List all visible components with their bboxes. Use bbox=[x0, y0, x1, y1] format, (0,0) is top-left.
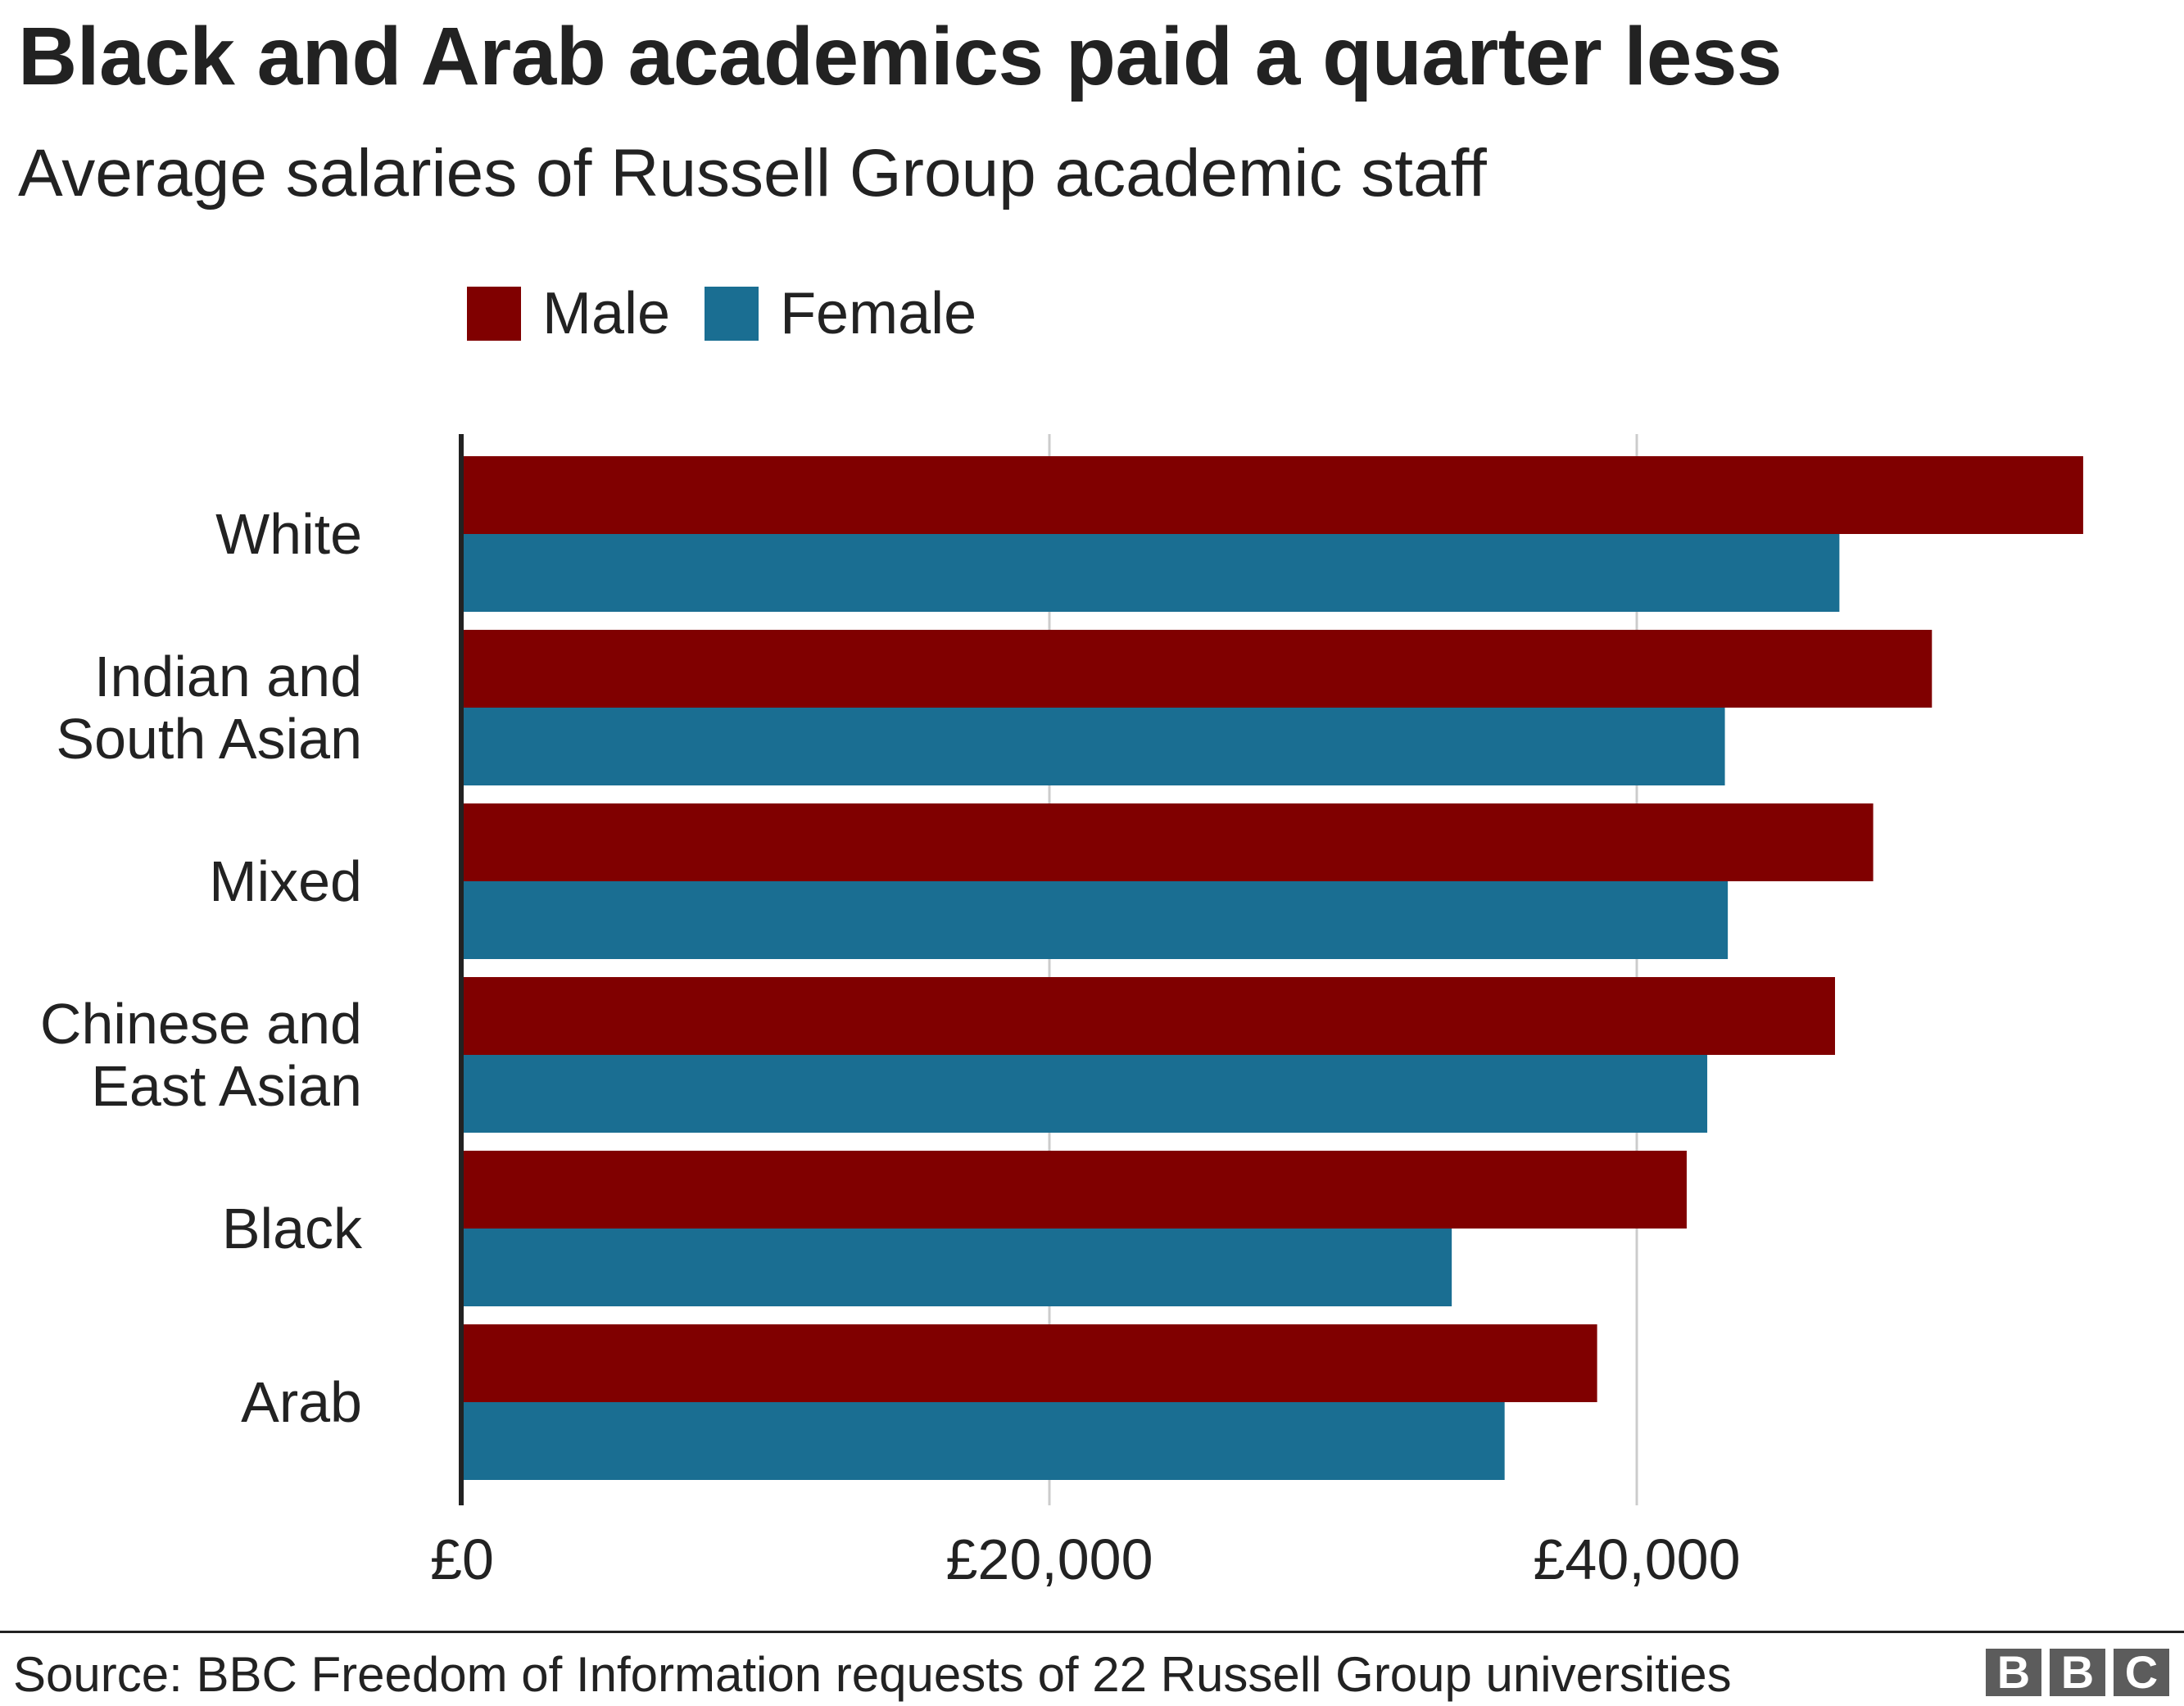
bbc-logo: B B C bbox=[1986, 1649, 2169, 1696]
category-label: Mixed bbox=[209, 849, 362, 913]
bbc-logo-letter: B bbox=[2050, 1649, 2105, 1696]
category-label: White bbox=[215, 502, 362, 566]
bar-male bbox=[462, 977, 1835, 1055]
category-label: Black bbox=[222, 1197, 363, 1260]
bbc-logo-letter: C bbox=[2114, 1649, 2169, 1696]
bar-male bbox=[462, 803, 1874, 881]
bar-female bbox=[462, 1402, 1505, 1480]
x-tick-label: £0 bbox=[430, 1527, 494, 1591]
chart-title: Black and Arab academics paid a quarter … bbox=[18, 11, 1783, 102]
bar-male bbox=[462, 456, 2083, 534]
footer-divider bbox=[0, 1631, 2184, 1633]
category-label: South Asian bbox=[56, 707, 362, 771]
bar-male bbox=[462, 1151, 1687, 1229]
bar-female bbox=[462, 1229, 1452, 1306]
category-label: East Asian bbox=[91, 1054, 362, 1118]
legend-label-female: Female bbox=[780, 280, 977, 346]
bar-female bbox=[462, 1055, 1708, 1133]
legend: Male Female bbox=[467, 280, 1011, 347]
bar-female bbox=[462, 708, 1725, 785]
bar-male bbox=[462, 1324, 1597, 1402]
bar-female bbox=[462, 881, 1729, 959]
category-label: Arab bbox=[241, 1370, 362, 1434]
legend-swatch-male bbox=[467, 286, 521, 341]
bar-female bbox=[462, 534, 1840, 612]
category-label: Chinese and bbox=[40, 992, 362, 1056]
x-tick-label: £40,000 bbox=[1533, 1527, 1740, 1591]
legend-label-male: Male bbox=[542, 280, 671, 346]
category-label: Indian and bbox=[94, 645, 362, 708]
x-tick-label: £20,000 bbox=[945, 1527, 1153, 1591]
legend-item-female: Female bbox=[705, 280, 976, 347]
source-note: Source: BBC Freedom of Information reque… bbox=[13, 1647, 1732, 1702]
chart-subtitle: Average salaries of Russell Group academ… bbox=[18, 136, 1487, 210]
bbc-logo-letter: B bbox=[1986, 1649, 2041, 1696]
legend-swatch-female bbox=[705, 286, 759, 341]
bar-male bbox=[462, 630, 1933, 708]
legend-item-male: Male bbox=[467, 280, 670, 347]
